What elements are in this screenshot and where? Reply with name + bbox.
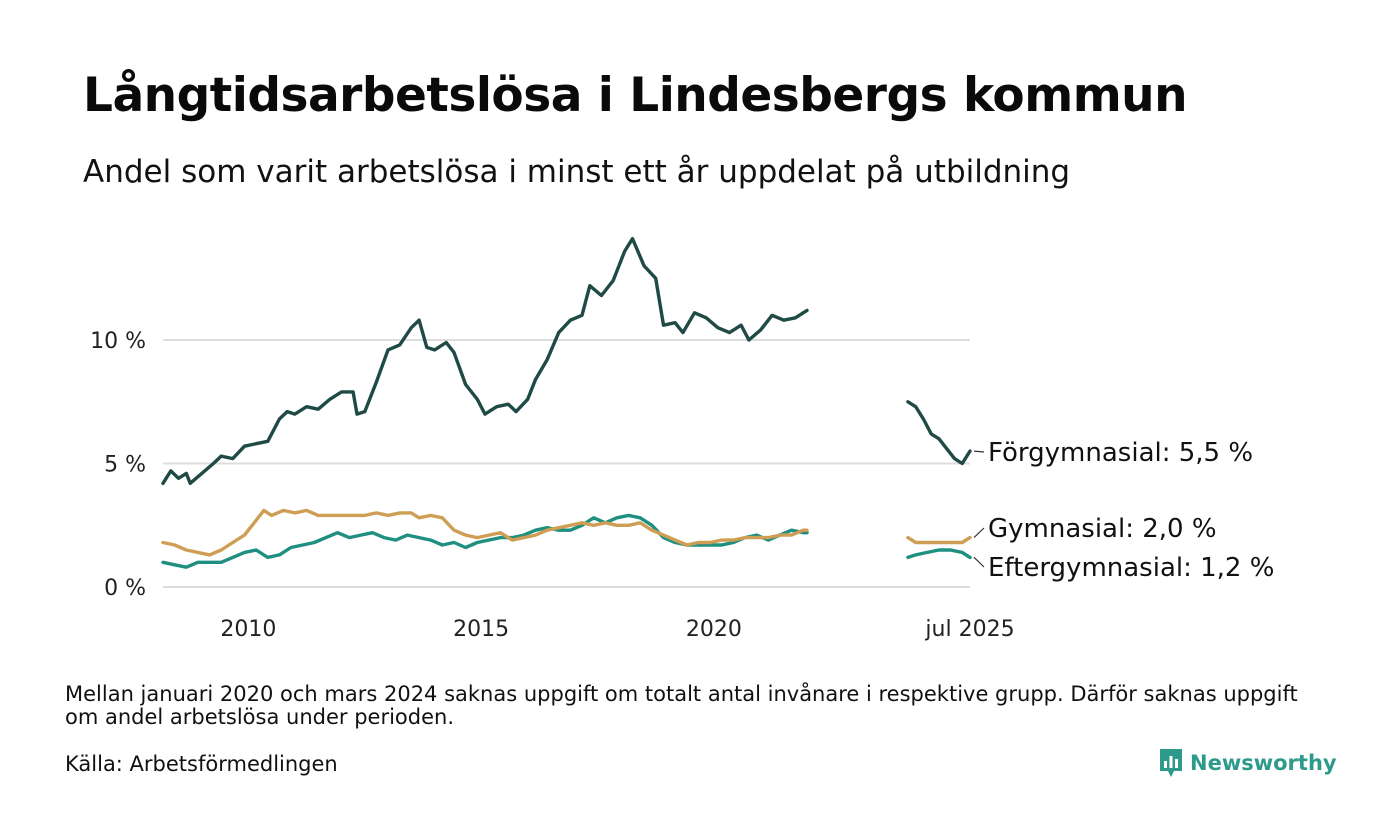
x-tick-label: 2010 <box>220 617 276 642</box>
series-line-eftergymnasial <box>161 513 809 569</box>
series-lines <box>161 237 972 569</box>
end-label-eftergymnasial: Eftergymnasial: 1,2 % <box>988 553 1274 583</box>
source-note: Källa: Arbetsförmedlingen <box>65 752 338 776</box>
footnote: Mellan januari 2020 och mars 2024 saknas… <box>65 682 1298 729</box>
series-line-förgymnasial <box>906 400 972 466</box>
series-line-förgymnasial <box>161 237 809 485</box>
brand-name: Newsworthy <box>1190 751 1337 775</box>
x-tick-label: 2015 <box>453 617 509 642</box>
label-leader-line <box>973 450 985 453</box>
end-label-förgymnasial: Förgymnasial: 5,5 % <box>988 438 1253 468</box>
series-line-gymnasial <box>906 535 972 545</box>
series-end-labels: Förgymnasial: 5,5 % Gymnasial: 2,0 % Efter… <box>973 438 1274 583</box>
x-axis-tick-labels: 2010 2015 2020 jul 2025 <box>220 617 1014 642</box>
y-tick-label: 0 % <box>104 576 146 601</box>
y-tick-label: 10 % <box>90 329 146 354</box>
label-leader-line <box>973 527 985 539</box>
y-axis-tick-labels: 0 % 5 % 10 % <box>90 329 146 601</box>
newsworthy-logo: Newsworthy <box>1158 747 1337 779</box>
gridlines <box>163 339 970 588</box>
x-tick-label: 2020 <box>686 617 742 642</box>
chart-title: Långtidsarbetslösa i Lindesbergs kommun <box>83 68 1188 123</box>
label-leader-line <box>973 556 985 568</box>
chart-subtitle: Andel som varit arbetslösa i minst ett å… <box>83 154 1071 190</box>
line-chart: 0 % 5 % 10 % 2010 2015 2020 jul 2025 Förgymna… <box>90 237 1274 642</box>
x-tick-label: jul 2025 <box>924 617 1014 642</box>
y-tick-label: 5 % <box>104 453 146 478</box>
bar-chart-bubble-icon <box>1160 749 1182 777</box>
series-line-gymnasial <box>161 508 809 557</box>
end-label-gymnasial: Gymnasial: 2,0 % <box>988 514 1217 544</box>
series-line-eftergymnasial <box>906 548 972 560</box>
